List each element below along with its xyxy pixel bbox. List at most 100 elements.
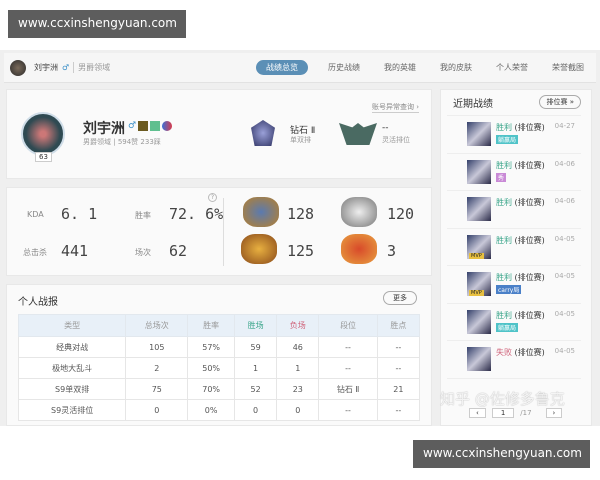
- table-cell: 极地大乱斗: [17, 357, 127, 379]
- tab-history[interactable]: 历史战绩: [328, 63, 360, 72]
- table-cell: 0%: [187, 399, 235, 421]
- match-item[interactable]: 胜利 (排位赛) 秀 04-06: [447, 154, 581, 191]
- champion-icon: [467, 197, 491, 221]
- champion-icon: [467, 309, 491, 334]
- profile-meta: 男爵领域 | 594赞 233踩: [83, 138, 161, 146]
- help-icon[interactable]: ?: [208, 193, 217, 202]
- column-header: 总场次: [125, 314, 189, 337]
- dislikes: 233踩: [140, 138, 161, 146]
- flex-queue-label: 灵活排位: [382, 136, 410, 144]
- match-tag: 秀: [496, 172, 507, 182]
- level-badge: 63: [35, 152, 52, 162]
- current-page[interactable]: 1: [491, 408, 515, 418]
- match-date: 04-05: [554, 309, 575, 318]
- table-cell: 2: [125, 357, 189, 379]
- champion-icon: MVP: [467, 272, 491, 296]
- mvp-badge: MVP: [469, 290, 484, 296]
- personal-report-card: 个人战报 更多 类型 总场次 胜率 胜场 负场 段位 胜点 经典对战 105 57% 59 46 --…: [6, 284, 432, 426]
- column-header: 胜点: [376, 314, 421, 337]
- table-cell: --: [318, 399, 378, 421]
- games-label: 场次: [135, 248, 151, 257]
- honor-count-4: 3: [387, 242, 397, 260]
- match-tag: carry局: [496, 285, 522, 294]
- tab-honors[interactable]: 个人荣誉: [496, 63, 528, 72]
- table-cell: --: [376, 336, 421, 358]
- match-result: 胜利: [496, 310, 512, 320]
- key-icon: [138, 121, 149, 131]
- watermark-bottom: www.ccxinshengyuan.com: [413, 440, 590, 468]
- match-mode: (排位赛): [514, 198, 545, 207]
- more-button[interactable]: 更多: [383, 291, 417, 305]
- match-filter-dropdown[interactable]: 排位赛 »: [539, 95, 581, 109]
- tab-skins[interactable]: 我的皮肤: [440, 63, 472, 72]
- kills-label: 总击杀: [23, 248, 47, 257]
- total-pages: /17: [520, 409, 532, 417]
- match-item[interactable]: 失败 (排位赛) 04-05: [447, 341, 581, 379]
- match-item[interactable]: 胜利 (排位赛) 躺赢局 04-27: [447, 116, 581, 154]
- solo-queue-label: 单双排: [290, 136, 311, 144]
- pagination: ‹ 1 /17 ›: [469, 408, 563, 418]
- match-date: 04-06: [554, 197, 575, 205]
- table-cell: 50%: [187, 357, 235, 379]
- mvp-badge: MVP: [469, 252, 484, 259]
- winrate-value: 72. 6%: [169, 205, 224, 223]
- kda-label: KDA: [27, 210, 44, 219]
- column-header: 胜率: [187, 314, 235, 337]
- flex-rank: --: [382, 123, 389, 133]
- match-item[interactable]: MVP 胜利 (排位赛) 04-05: [447, 229, 581, 266]
- prev-page-button[interactable]: ‹: [469, 408, 486, 418]
- table-row: S9单双排 75 70% 52 23 钻石 Ⅱ 21: [17, 378, 421, 400]
- header-name: 刘宇洲: [34, 63, 58, 72]
- match-mode: (排位赛): [514, 273, 545, 282]
- table-cell: 0: [233, 399, 278, 421]
- honor-count-3: 125: [287, 242, 315, 260]
- match-result: 胜利: [496, 235, 512, 245]
- table-cell: 0: [125, 399, 189, 421]
- match-mode: (排位赛): [514, 123, 545, 132]
- main-nav: 战绩总览 历史战绩 我的英雄 我的皮肤 个人荣誉 荣誉截图: [256, 60, 596, 75]
- table-cell: 1: [276, 357, 320, 379]
- match-tag: 躺赢局: [496, 322, 519, 332]
- account-abnormal-link[interactable]: 账号异常查询 ›: [371, 103, 419, 113]
- divider: [223, 198, 224, 266]
- report-table: 类型 总场次 胜率 胜场 负场 段位 胜点 经典对战 105 57% 59 46 -- -- 极地大乱斗 2…: [17, 314, 421, 421]
- table-row: 经典对战 105 57% 59 46 -- --: [17, 336, 421, 358]
- male-icon: ♂: [128, 121, 137, 131]
- match-result: 胜利: [496, 198, 512, 207]
- tab-overview[interactable]: 战绩总览: [256, 60, 308, 75]
- match-mode: (排位赛): [514, 160, 545, 170]
- table-cell: 23: [276, 378, 320, 400]
- recent-list: 胜利 (排位赛) 躺赢局 04-27 胜利 (排位赛) 秀 04-06 胜利 (排位…: [447, 115, 581, 379]
- match-item[interactable]: MVP 胜利 (排位赛) carry局 04-05: [447, 266, 581, 304]
- table-cell: 75: [125, 378, 189, 400]
- tab-screenshots[interactable]: 荣誉截图: [552, 63, 584, 72]
- diamond-rank-icon: [251, 120, 275, 146]
- table-cell: 0: [276, 399, 320, 421]
- table-cell: --: [376, 399, 421, 421]
- top-nav-bar: 刘宇洲 ♂ 男爵领域 战绩总览 历史战绩 我的英雄 我的皮肤 个人荣誉 荣誉截图: [4, 53, 596, 83]
- pentakill-honor-icon: [341, 234, 377, 264]
- table-cell: --: [376, 357, 421, 379]
- match-tag: 躺赢局: [496, 135, 519, 144]
- table-cell: S9灵活排位: [17, 399, 127, 421]
- watermark-top: www.ccxinshengyuan.com: [8, 10, 186, 38]
- match-result: 失败: [496, 348, 512, 357]
- table-row: 极地大乱斗 2 50% 1 1 -- --: [17, 357, 421, 379]
- champion-icon: MVP: [467, 234, 491, 259]
- app-screenshot: 刘宇洲 ♂ 男爵领域 战绩总览 历史战绩 我的英雄 我的皮肤 个人荣誉 荣誉截图…: [0, 50, 600, 426]
- match-item[interactable]: 胜利 (排位赛) 躺赢局 04-05: [447, 304, 581, 341]
- legendary-honor-icon: [241, 234, 277, 264]
- profile-icons: ♂: [128, 121, 173, 131]
- unranked-icon: [339, 123, 377, 145]
- column-header: 负场: [276, 314, 320, 337]
- header-server: 男爵领域: [73, 62, 110, 73]
- table-cell: --: [318, 336, 378, 358]
- tab-heroes[interactable]: 我的英雄: [384, 63, 416, 72]
- next-page-button[interactable]: ›: [545, 408, 563, 418]
- match-item[interactable]: 胜利 (排位赛) 04-06: [447, 191, 581, 229]
- report-title: 个人战报: [18, 297, 58, 308]
- champion-icon: [467, 122, 491, 146]
- champion-icon: [467, 159, 491, 184]
- table-cell: 46: [276, 336, 320, 358]
- table-cell: 105: [125, 336, 189, 358]
